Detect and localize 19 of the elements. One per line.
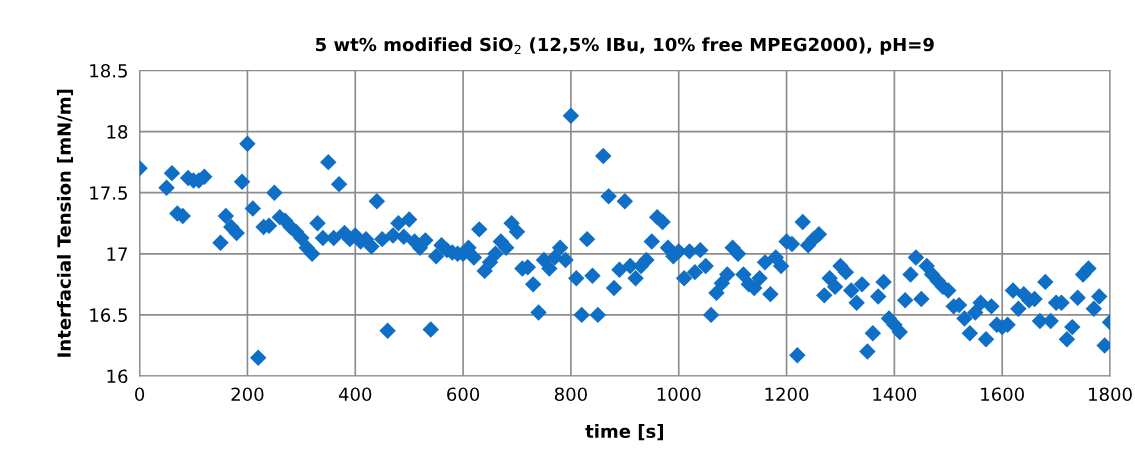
x-tick-label: 800 — [554, 387, 587, 402]
x-tick-label: 1200 — [765, 387, 809, 402]
y-tick-label: 18.5 — [90, 63, 127, 78]
x-tick-label: 1800 — [1089, 387, 1132, 402]
y-tick-label: 16.5 — [90, 308, 127, 323]
x-tick-label: 1000 — [657, 387, 701, 402]
x-tick-label: 400 — [338, 387, 372, 402]
y-tick-label: 17 — [107, 247, 127, 261]
chart-title: 5 wt% modified SiO$_{2}$ (12,5% IBu, 10% free MPEG2000), pH=9 — [316, 37, 934, 55]
x-axis-title: time [s] — [585, 424, 663, 441]
x-tick-label: 1600 — [981, 387, 1024, 402]
y-tick-label: 17.5 — [90, 186, 127, 200]
y-axis-title: Interfacial Tension [mN/m] — [56, 89, 74, 357]
x-tick-label: 200 — [231, 387, 264, 402]
x-tick-label: 600 — [447, 387, 480, 402]
y-tick-label: 18 — [107, 125, 128, 139]
y-tick-label: 16 — [107, 369, 128, 384]
x-tick-label: 0 — [135, 387, 145, 402]
x-tick-label: 1400 — [873, 387, 917, 402]
